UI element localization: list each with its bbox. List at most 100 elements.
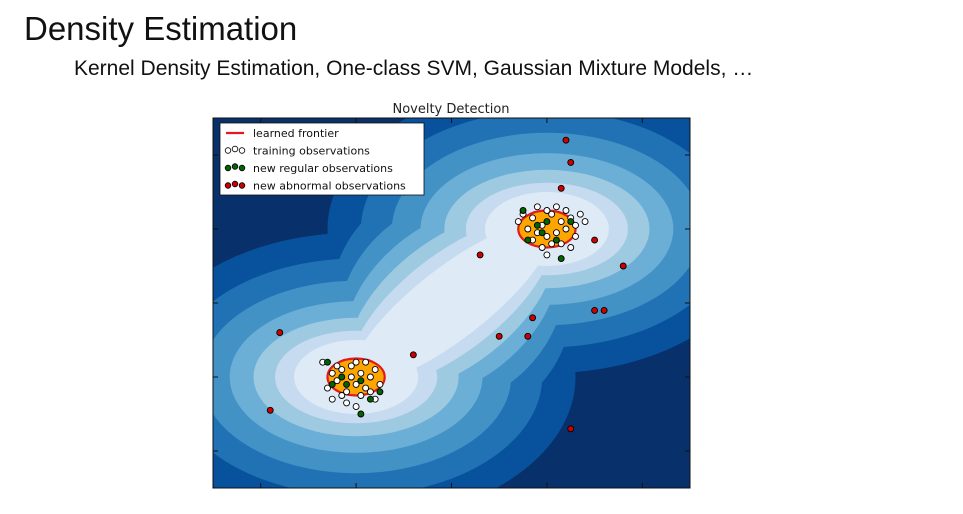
data-point xyxy=(352,380,360,388)
data-point xyxy=(552,229,560,237)
observation-points xyxy=(266,136,627,433)
data-point xyxy=(552,203,560,211)
data-point xyxy=(376,380,384,388)
series-training-observations xyxy=(319,203,589,411)
data-point xyxy=(524,225,532,233)
legend-dot-swatch xyxy=(231,163,239,170)
legend-label: training observations xyxy=(253,145,370,158)
data-point xyxy=(538,229,546,237)
data-point xyxy=(357,392,365,399)
contour-bridge xyxy=(353,223,550,383)
slide-subtitle: Kernel Density Estimation, One-class SVM… xyxy=(74,57,754,80)
data-point xyxy=(333,362,341,370)
data-point xyxy=(548,210,556,218)
data-point xyxy=(572,221,579,229)
data-point xyxy=(581,218,589,226)
data-point xyxy=(557,184,565,192)
data-point xyxy=(366,395,374,403)
data-point xyxy=(557,255,565,263)
data-point xyxy=(324,384,331,392)
legend-dot-swatch xyxy=(224,164,232,172)
data-point xyxy=(366,388,374,396)
legend: learned frontier training observations new… xyxy=(219,122,425,196)
data-point xyxy=(524,236,532,244)
data-point xyxy=(362,384,370,392)
data-point xyxy=(557,218,565,226)
data-point xyxy=(562,225,570,233)
data-point xyxy=(366,373,374,381)
data-point xyxy=(543,207,551,214)
data-point xyxy=(600,306,608,314)
chart-title: Novelty Detection xyxy=(392,102,509,117)
legend-label: new abnormal observations xyxy=(253,180,406,193)
data-point xyxy=(357,410,365,418)
data-point xyxy=(548,240,556,248)
data-point xyxy=(352,358,360,366)
data-point xyxy=(338,373,346,381)
data-point xyxy=(543,218,551,226)
data-point xyxy=(567,425,575,433)
data-point xyxy=(343,380,351,388)
data-point xyxy=(376,388,384,396)
data-point xyxy=(276,329,284,337)
legend-label: new regular observations xyxy=(253,162,393,175)
series-new-regular-observations xyxy=(324,207,575,418)
data-point xyxy=(562,207,570,214)
data-point xyxy=(533,221,541,229)
data-point xyxy=(266,406,274,414)
data-point xyxy=(333,377,341,385)
legend-label: learned frontier xyxy=(253,127,339,140)
data-point xyxy=(324,358,331,366)
legend-box xyxy=(219,122,425,196)
data-point xyxy=(357,369,365,377)
data-point xyxy=(524,332,532,340)
legend-dot-swatch xyxy=(231,145,239,153)
data-point xyxy=(562,136,570,144)
data-point xyxy=(338,392,346,399)
data-point xyxy=(409,351,417,359)
data-point xyxy=(538,244,546,251)
legend-dot-swatch xyxy=(238,182,246,189)
data-point xyxy=(495,332,503,340)
legend-dot-swatch xyxy=(224,182,232,189)
series-new-abnormal-observations xyxy=(266,136,627,433)
legend-dot-swatch xyxy=(224,147,232,154)
data-point xyxy=(567,218,575,226)
axis-ticks xyxy=(213,118,690,488)
data-point xyxy=(371,366,379,374)
data-point xyxy=(328,380,336,388)
data-point xyxy=(347,362,355,370)
data-point xyxy=(619,262,627,270)
slide-title: Density Estimation xyxy=(24,10,298,47)
data-point xyxy=(529,214,537,222)
data-point xyxy=(343,388,351,396)
data-point xyxy=(476,251,484,259)
data-point xyxy=(519,207,527,214)
data-point xyxy=(347,373,355,381)
data-point xyxy=(576,210,584,218)
data-point xyxy=(533,203,541,211)
data-point xyxy=(338,366,346,374)
data-point xyxy=(543,251,551,259)
legend-dot-swatch xyxy=(238,147,246,154)
legend-dot-swatch xyxy=(231,180,239,188)
data-point xyxy=(572,232,579,240)
plot-frame xyxy=(212,117,691,489)
data-point xyxy=(557,240,565,248)
data-point xyxy=(343,399,351,407)
data-point xyxy=(362,358,370,366)
data-point xyxy=(567,158,575,166)
data-point xyxy=(352,403,360,411)
data-point xyxy=(514,218,522,226)
data-point xyxy=(567,244,575,251)
data-point xyxy=(328,369,336,377)
data-point xyxy=(591,236,599,244)
legend-dot-swatch xyxy=(238,164,246,172)
data-point xyxy=(328,395,336,403)
data-point xyxy=(357,377,365,385)
data-point xyxy=(543,232,551,240)
data-point xyxy=(552,236,560,244)
data-point xyxy=(591,306,599,314)
data-point xyxy=(529,314,537,322)
